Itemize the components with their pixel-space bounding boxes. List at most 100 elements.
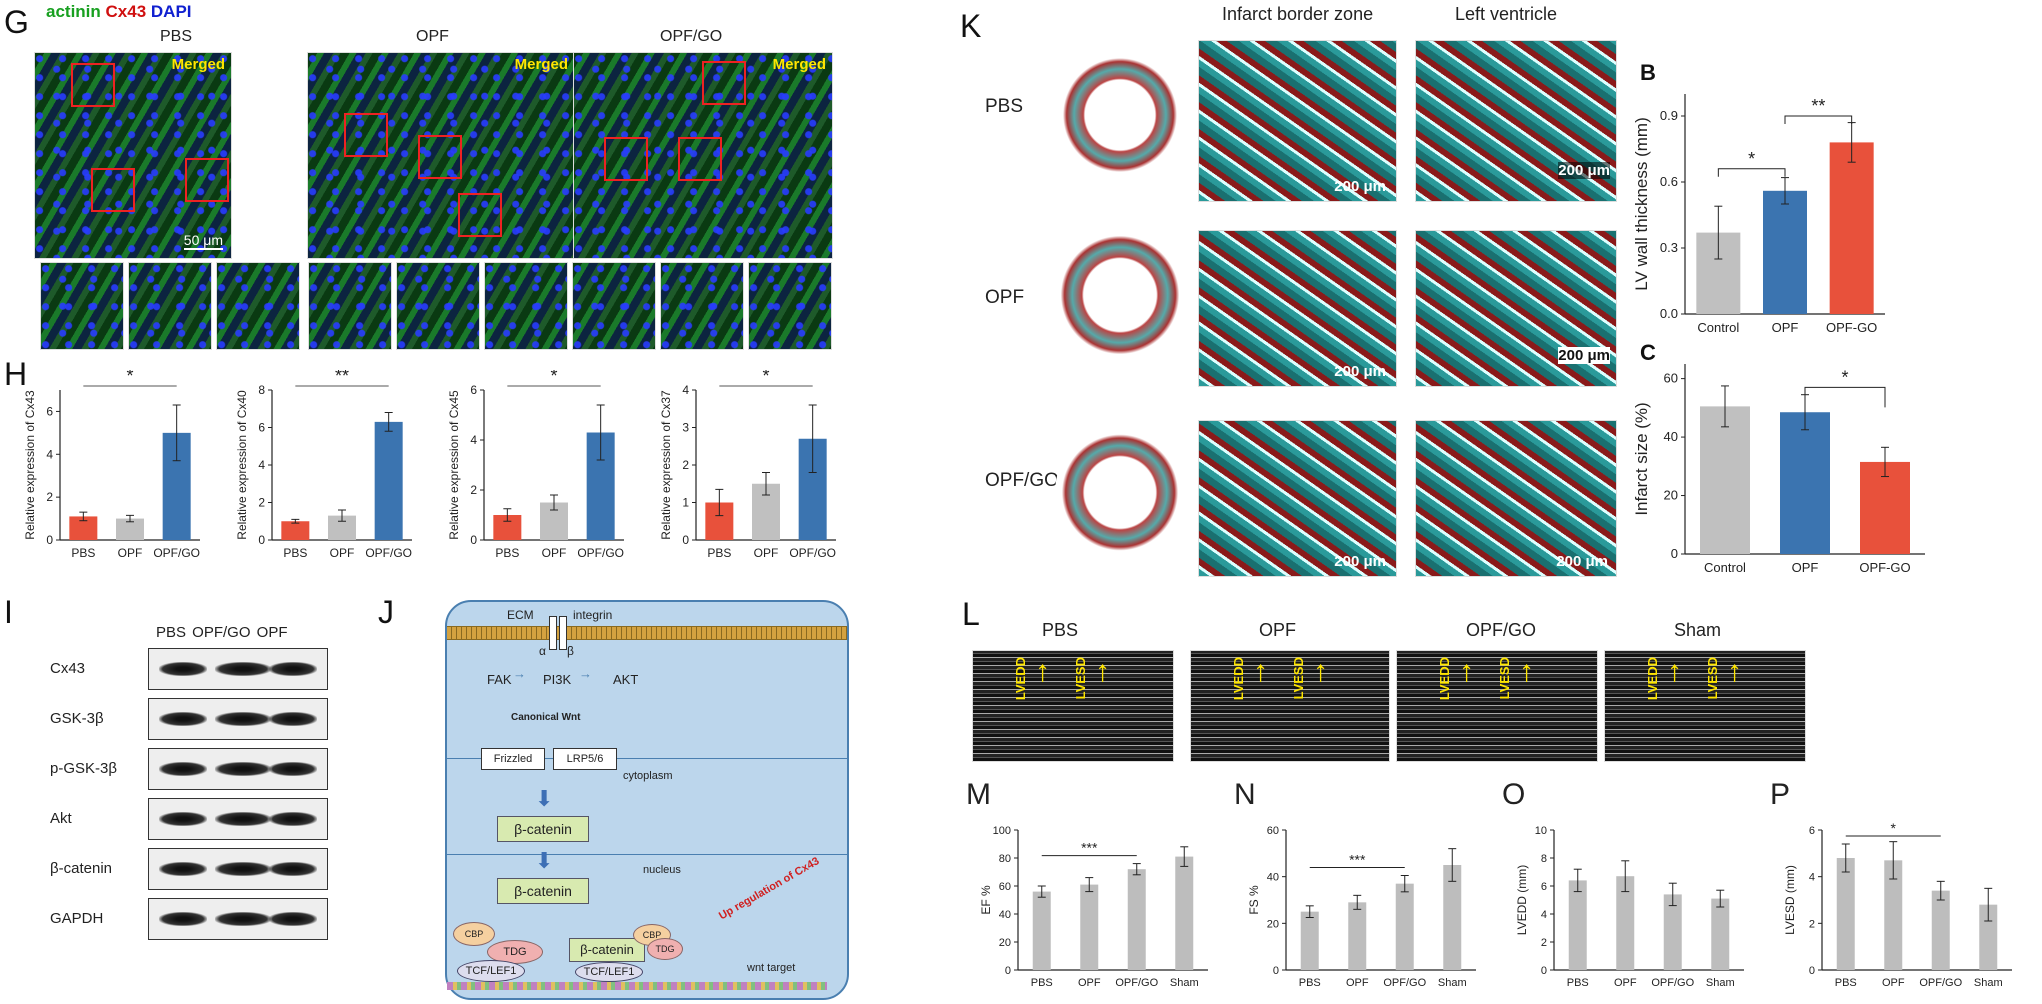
x-tick-label: OPF [1346, 977, 1369, 989]
bar [1884, 860, 1903, 970]
y-tick-label: 0 [258, 533, 265, 547]
wb-row-label: GAPDH [50, 910, 104, 927]
j-bcatenin-1: β-catenin [497, 816, 589, 842]
j-divider [447, 758, 847, 759]
g-roi-box [418, 135, 462, 179]
g-zoom-image [216, 262, 300, 350]
g-image-pbs: Merged 50 μm [34, 52, 232, 259]
y-tick-label: 20 [1267, 918, 1279, 930]
y-tick-label: 6 [258, 421, 265, 435]
y-axis-label: Relative expression of Cx40 [235, 390, 249, 540]
x-tick-label: OPF/GO [789, 546, 836, 560]
k-heart-section-opfgo [1055, 425, 1185, 560]
j-tcf-2: TCF/LEF1 [575, 962, 643, 982]
wb-band [269, 912, 317, 926]
wb-band [269, 812, 317, 826]
bar [1443, 865, 1462, 970]
y-tick-label: 0 [1541, 965, 1547, 977]
b-chart: 0.0 0.3 0.6 0.9 Control OPF OPF-GO LV wall thic… [1632, 94, 1885, 335]
panel-label-c: C [1640, 340, 1656, 365]
k-left-ventricle-opfgo: 200 μm [1415, 420, 1617, 577]
echo-title: OPF/GO [1466, 620, 1537, 640]
g-zoom-strip [40, 262, 832, 350]
x-tick-label: Sham [1170, 977, 1199, 989]
wb-band [159, 812, 207, 826]
panel-label: N [1234, 778, 1256, 811]
y-tick-label: 20 [999, 937, 1011, 949]
y-tick-label: 0 [1273, 965, 1279, 977]
x-tick-label: OPF/GO [365, 546, 412, 560]
x-tick-label: OPF [1772, 320, 1799, 335]
bar [281, 521, 310, 540]
k-scale-label: 200 μm [1558, 162, 1610, 179]
wb-band [215, 862, 271, 876]
y-tick-label: 1 [682, 496, 689, 510]
bar [1663, 894, 1682, 970]
wb-band [159, 712, 207, 726]
wb-blot-strip [148, 748, 328, 790]
x-tick-label: OPF/GO [1115, 977, 1158, 989]
y-tick-label: 0 [46, 533, 53, 547]
y-tick-label: 60 [1664, 371, 1678, 386]
k-scale-label: 200 μm [1556, 553, 1608, 570]
x-tick-label: OPF-GO [1859, 560, 1910, 575]
c-chart: 0 20 40 60 Control OPF OPF-GO Infarct size (%) * [1632, 364, 1925, 575]
g-zoom-image [308, 262, 392, 350]
x-tick-label: OPF [1882, 977, 1905, 989]
g-roi-box [678, 137, 722, 181]
j-integrin: integrin [573, 608, 613, 622]
wb-band [159, 862, 207, 876]
y-tick-label: 0 [1671, 546, 1678, 561]
y-tick-label: 100 [993, 825, 1011, 837]
wb-band [269, 762, 317, 776]
stain-actinin: actinin [46, 2, 101, 21]
j-nucleus: nucleus [643, 864, 681, 876]
panel-label-k: K [960, 8, 982, 44]
x-tick-label: OPF/GO [1383, 977, 1426, 989]
g-zoom-image [128, 262, 212, 350]
bar [1568, 880, 1587, 970]
bar [1780, 412, 1830, 554]
mp-chart: 0 2 4 6 8 10 PBS OPF OPF/GO Sham LVEDD (mm) [1515, 825, 1744, 989]
g-roi-box [185, 158, 229, 202]
x-tick-label: Sham [1706, 977, 1735, 989]
significance-bracket [1804, 386, 1886, 408]
y-tick-label: 4 [682, 383, 689, 397]
bar [69, 516, 98, 540]
k-border-zone-opf: 200 μm [1198, 230, 1397, 387]
wb-blot-strip [148, 698, 328, 740]
echo-arrow-icon: ↑ [1459, 655, 1474, 688]
echo-measure-label: LVESD [1291, 657, 1306, 700]
y-tick-label: 4 [46, 447, 53, 461]
mp-panel: P [1770, 778, 1790, 811]
y-tick-label: 6 [46, 404, 53, 418]
j-wnt-target: wnt target [747, 962, 796, 974]
g-roi-box [344, 113, 388, 157]
g-col-pbs: PBS [160, 28, 193, 45]
g-merged-label: Merged [772, 56, 826, 73]
g-col-opfgo: OPF/GO [660, 28, 723, 45]
x-tick-label: PBS [707, 546, 731, 560]
wb-blot-strip [148, 648, 328, 690]
mp-panel: N [1234, 778, 1256, 811]
g-scale-bar: 50 μm [183, 232, 223, 250]
y-tick-label: 0 [1809, 965, 1815, 977]
stain-legend: actinin Cx43 DAPI [46, 2, 192, 22]
y-tick-label: 0.0 [1660, 306, 1678, 321]
g-roi-box [71, 63, 115, 107]
y-tick-label: 0.6 [1660, 174, 1678, 189]
echo-title: OPF [1259, 620, 1297, 640]
mp-panel: O [1502, 778, 1525, 811]
k-scale-label: 200 μm [1334, 178, 1386, 195]
significance-marker: * [550, 370, 557, 386]
significance-marker: * [1748, 149, 1755, 169]
j-cytoplasm: cytoplasm [623, 770, 673, 782]
wb-column-labels: PBS OPF/GO OPF [156, 624, 288, 641]
j-ecm: ECM [507, 608, 534, 622]
x-tick-label: Sham [1438, 977, 1467, 989]
g-zoom-image [40, 262, 124, 350]
y-tick-label: 4 [470, 433, 477, 447]
k-heart-section-opf [1055, 225, 1185, 365]
mp-chart: 0 2 4 6 PBS OPF OPF/GO Sham LVESD (mm) * [1783, 820, 2012, 989]
significance-marker: ** [1811, 96, 1825, 116]
